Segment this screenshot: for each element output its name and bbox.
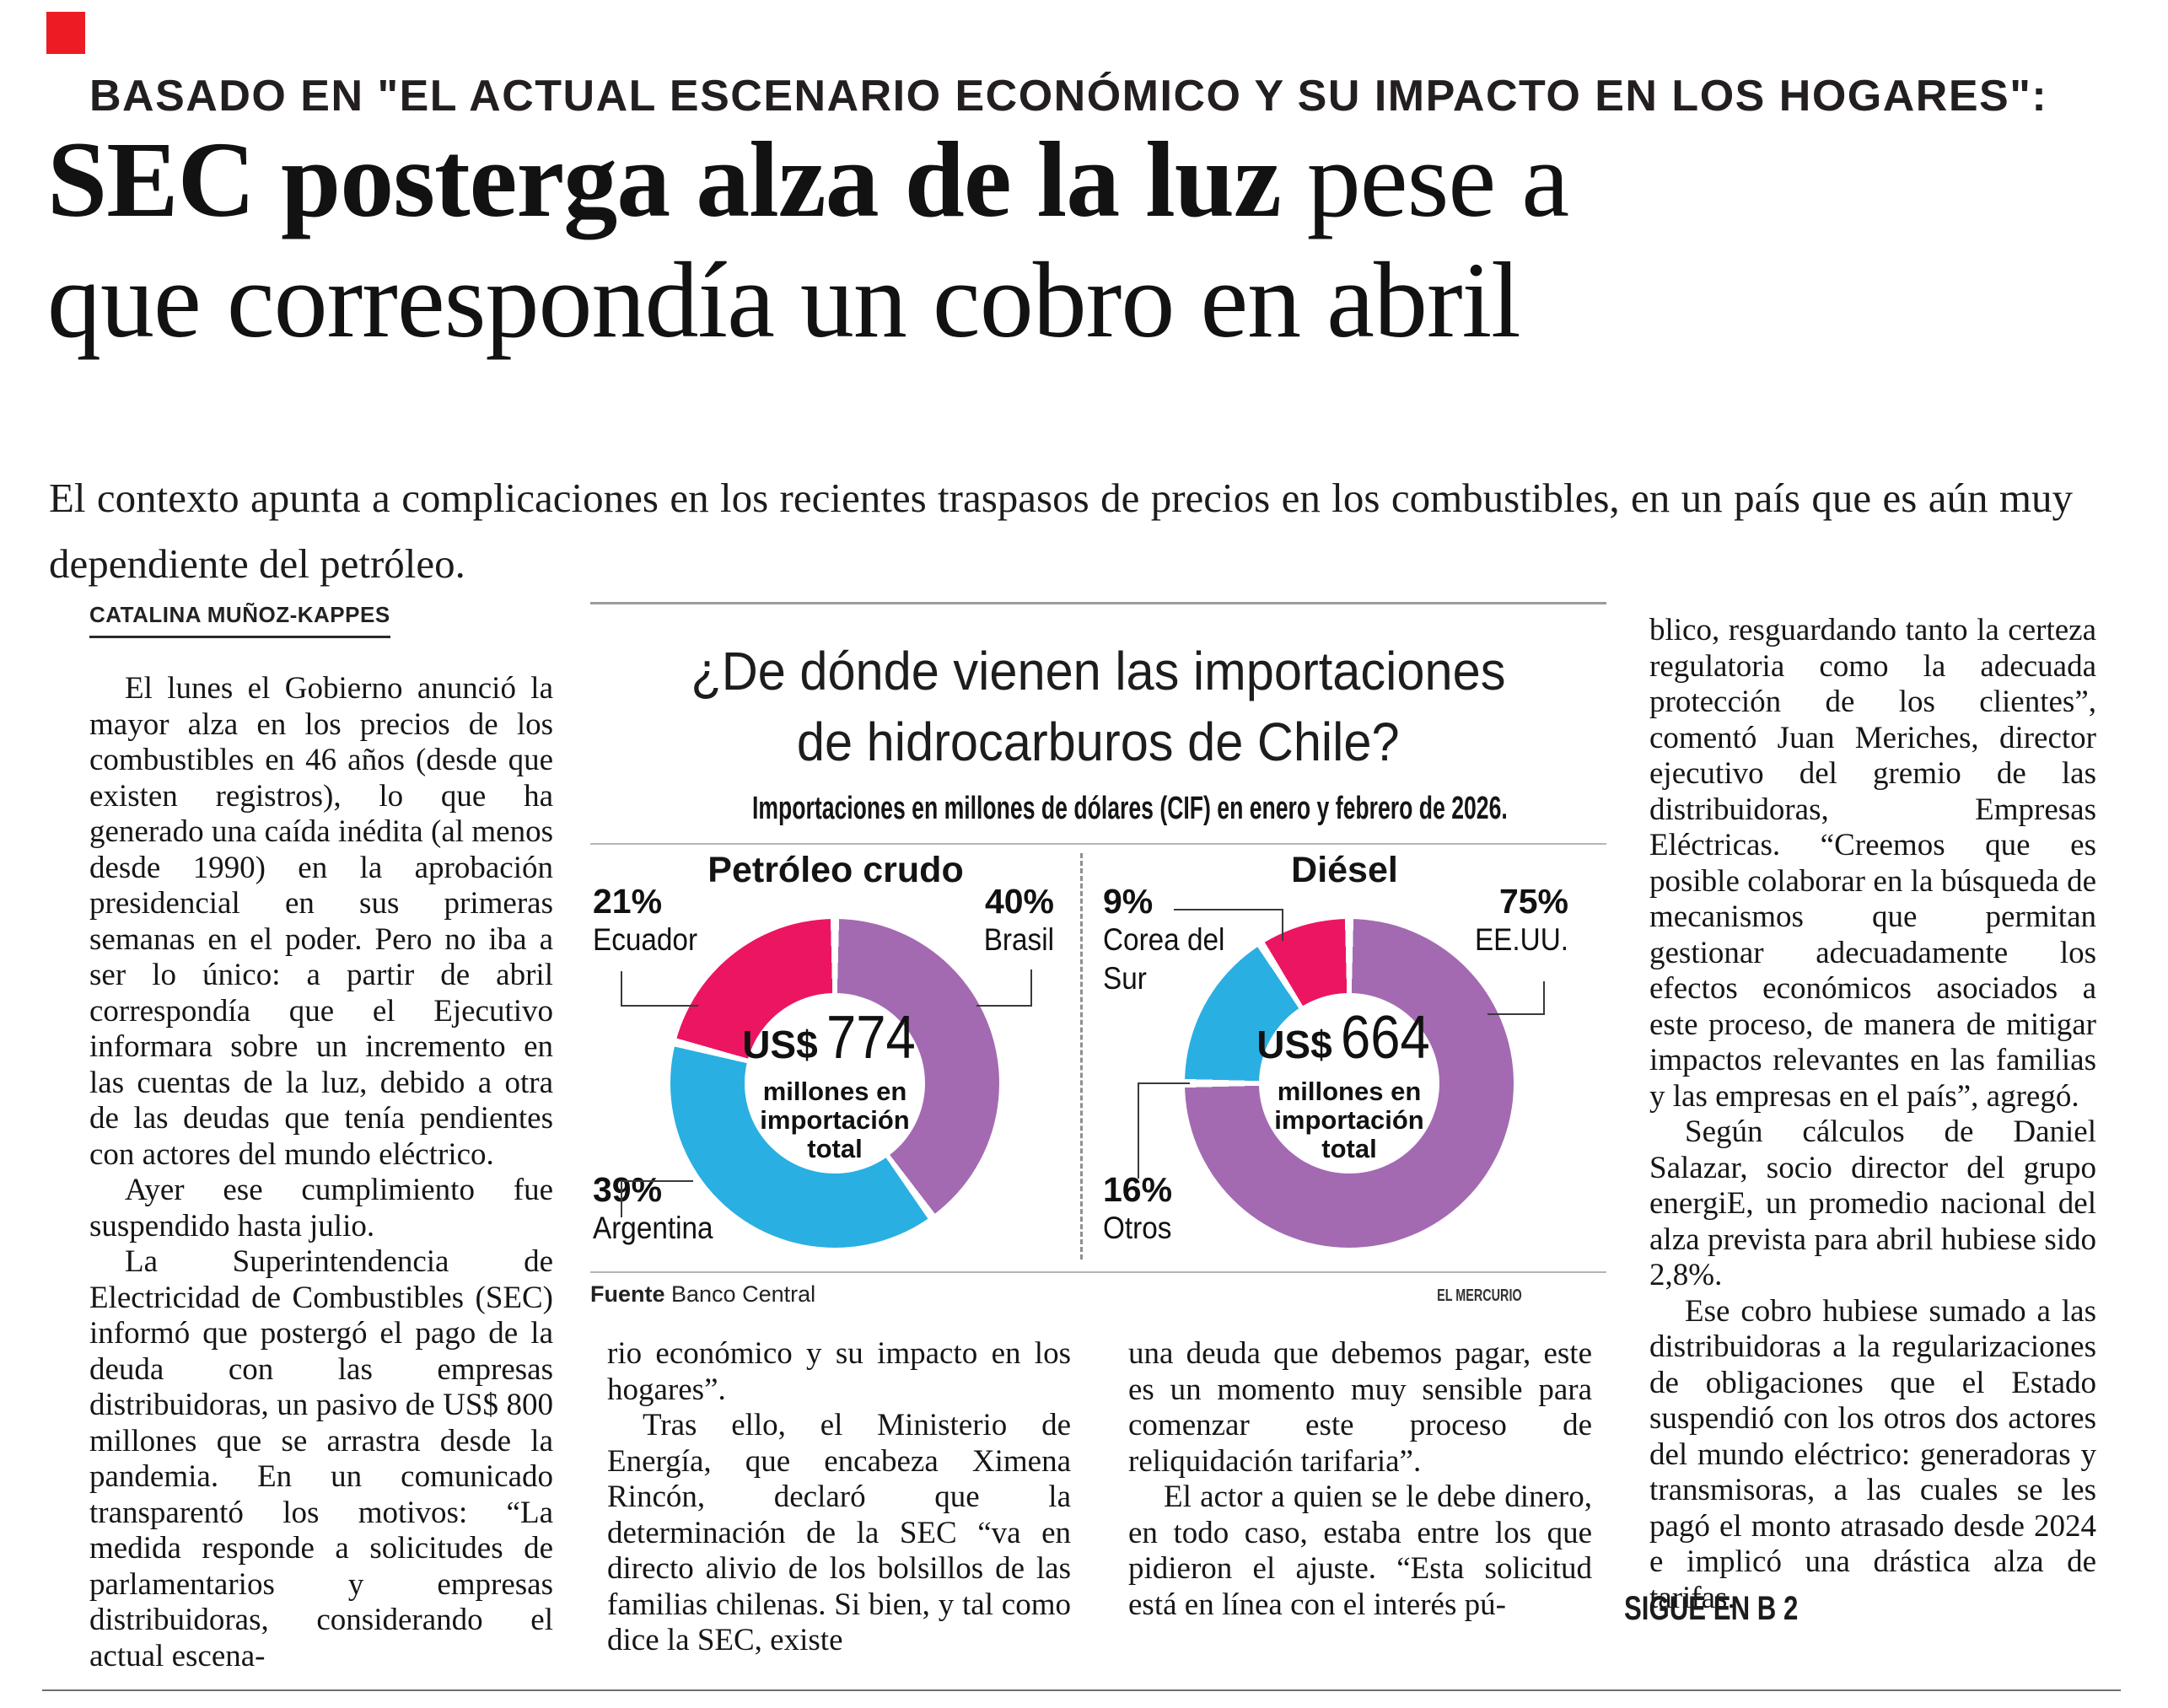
source-label: Fuente — [590, 1281, 665, 1307]
source-value: Banco Central — [664, 1281, 816, 1307]
panel-heading-diesel: Diésel — [1291, 850, 1398, 890]
donut-chart-diesel: US$ 664 millones en importación total — [1185, 919, 1514, 1248]
article-column-1: El lunes el Gobierno anunció la mayor al… — [89, 671, 553, 1674]
paragraph: El actor a quien se le debe dinero, en t… — [1128, 1480, 1592, 1622]
panel-dashed-divider — [1080, 853, 1083, 1260]
paragraph: La Superintendencia de Electricidad de C… — [89, 1244, 553, 1673]
paragraph: una deuda que debemos pagar, este es un … — [1128, 1336, 1592, 1479]
headline-bold-part: SEC posterga alza de la luz — [47, 120, 1282, 239]
leader-line-ecuador — [621, 971, 698, 1007]
donut-chart-crude: US$ 774 millones en importación total — [670, 919, 999, 1248]
paragraph: Tras ello, el Ministerio de Energía, que… — [607, 1408, 1071, 1657]
leader-line-corea — [1174, 909, 1283, 941]
leader-line-brasil — [976, 969, 1032, 1007]
headline: SEC posterga alza de la luz pese a que c… — [47, 120, 2088, 361]
continuation-notice: SIGUE EN B 2 — [1624, 1590, 1799, 1627]
paragraph: rio económico y su impacto en los hogare… — [607, 1336, 1071, 1407]
donut-center-value-crude: US$ 774 — [742, 1004, 916, 1072]
source-line: Fuente Banco Central — [590, 1281, 815, 1308]
paragraph: Ayer ese cumplimiento fue suspendido has… — [89, 1173, 553, 1243]
article-column-4: blico, resguardando tanto la certeza reg… — [1649, 613, 2096, 1616]
infographic-subtitle: Importaciones en millones de dólares (CI… — [751, 791, 1508, 826]
donut-center-caption-diesel: millones en importación total — [1274, 1077, 1424, 1163]
article-column-3: una deuda que debemos pagar, este es un … — [1128, 1336, 1592, 1623]
infographic-bottom-rule — [590, 1271, 1606, 1273]
page-bottom-rule — [42, 1689, 2121, 1691]
slice-label-eeuu: 75% EE.UU. — [1474, 882, 1568, 957]
donut-center-value-diesel: US$ 664 — [1256, 1004, 1430, 1072]
panel-heading-crude: Petróleo crudo — [707, 850, 964, 890]
slice-label-argentina: 39% Argentina — [593, 1170, 713, 1245]
infographic-title-line2: de hidrocarburos de Chile? — [797, 712, 1400, 772]
paragraph: blico, resguardando tanto la certeza reg… — [1649, 613, 2096, 1114]
paragraph: El lunes el Gobierno anunció la mayor al… — [89, 671, 553, 1172]
paragraph: Ese cobro hubiese sumado a las distribui… — [1649, 1293, 2096, 1615]
mercurio-credit: EL MERCURIO — [1437, 1286, 1522, 1305]
headline-line2: que correspondía un cobro en abril — [47, 240, 1521, 360]
donut-center-caption-crude: millones en importación total — [760, 1077, 910, 1163]
donut-hole-crude: US$ 774 millones en importación total — [742, 993, 925, 1174]
kicker: BASADO EN "EL ACTUAL ESCENARIO ECONÓMICO… — [89, 72, 2048, 121]
infographic-title: ¿De dónde vienen las importaciones de hi… — [590, 636, 1606, 777]
byline-wrap: CATALINA MUÑOZ-KAPPES — [89, 602, 390, 638]
infographic-mid-rule — [590, 843, 1606, 845]
headline-regular-part: pese a — [1280, 120, 1569, 239]
slice-label-corea-del-sur: 9% Corea del Sur — [1103, 882, 1225, 996]
donut-hole-diesel: US$ 664 millones en importación total — [1256, 993, 1439, 1174]
slice-label-ecuador: 21% Ecuador — [593, 882, 698, 957]
leader-line-argentina — [621, 1180, 693, 1217]
infographic-top-rule — [590, 602, 1606, 604]
article-column-2: rio económico y su impacto en los hogare… — [607, 1336, 1071, 1659]
leader-line-eeuu — [1487, 981, 1545, 1015]
paragraph: Según cálculos de Daniel Salazar, socio … — [1649, 1114, 2096, 1292]
infographic-title-line1: ¿De dónde vienen las importaciones — [691, 641, 1506, 701]
section-red-mark — [46, 12, 85, 54]
leader-line-otros — [1138, 1082, 1190, 1179]
slice-label-brasil: 40% Brasil — [983, 882, 1054, 957]
lede: El contexto apunta a complicaciones en l… — [49, 475, 2073, 587]
slice-label-otros: 16% Otros — [1103, 1170, 1173, 1245]
byline: CATALINA MUÑOZ-KAPPES — [89, 602, 390, 638]
